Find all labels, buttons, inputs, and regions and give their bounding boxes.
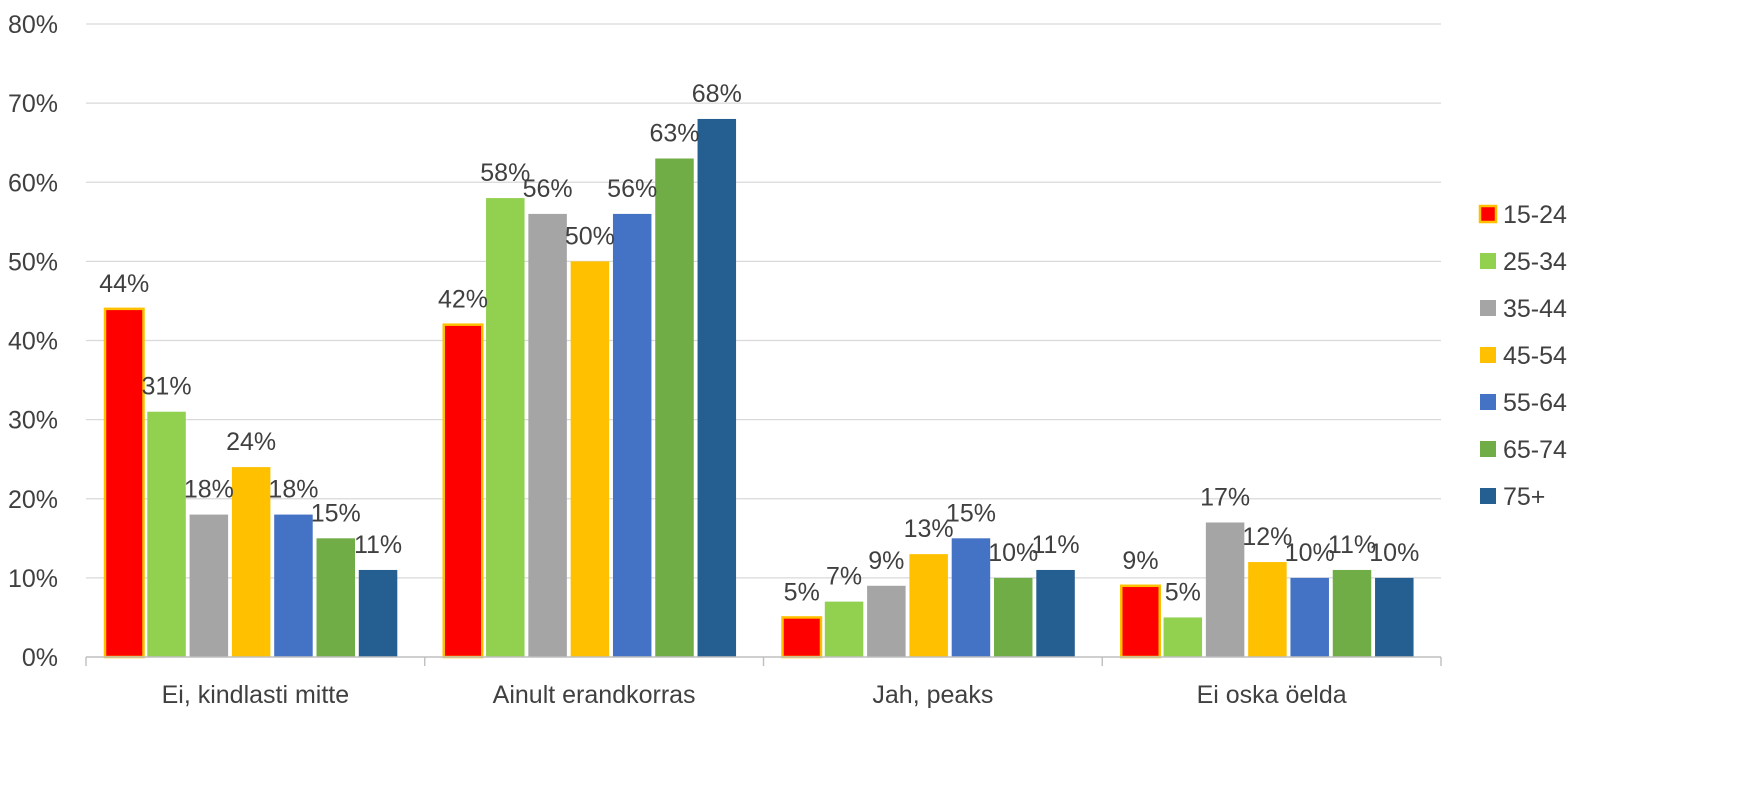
bar-35-44 (867, 585, 906, 657)
legend-swatch (1480, 394, 1496, 410)
legend-label: 15-24 (1503, 201, 1567, 229)
data-label: 15% (946, 499, 996, 527)
data-label: 18% (184, 476, 234, 504)
data-label: 9% (868, 547, 904, 575)
y-tick-label: 0% (22, 644, 58, 672)
data-label: 10% (988, 539, 1038, 567)
y-tick-label: 20% (8, 486, 58, 514)
data-label: 18% (268, 476, 318, 504)
data-label: 42% (438, 286, 488, 314)
legend: 15-24 25-34 35-44 45-54 55-64 65-74 75+ (1478, 201, 1567, 511)
bar-75+ (697, 118, 737, 657)
y-tick-label: 40% (8, 328, 58, 356)
legend-label: 75+ (1503, 483, 1545, 511)
legend-label: 25-34 (1503, 248, 1567, 276)
data-label: 5% (1165, 578, 1201, 606)
data-label: 11% (354, 531, 402, 559)
bar-65-74 (655, 158, 694, 657)
y-tick-label: 50% (8, 248, 58, 276)
legend-swatch (1480, 300, 1496, 316)
bar-35-44 (1205, 522, 1245, 657)
data-label: 68% (692, 80, 742, 108)
legend-swatch (1480, 441, 1496, 457)
x-category-label: Ei oska öelda (1197, 681, 1347, 709)
bar-15-24 (1120, 584, 1161, 659)
data-label: 7% (826, 563, 862, 591)
data-label: 44% (99, 270, 149, 298)
legend-swatch (1480, 488, 1496, 504)
legend-label: 55-64 (1503, 389, 1567, 417)
bar-45-54 (909, 554, 948, 657)
bar-65-74 (994, 577, 1033, 657)
y-tick-label: 10% (8, 565, 58, 593)
bars (103, 118, 1414, 659)
data-label: 13% (904, 515, 954, 543)
bar-45-54 (570, 261, 610, 657)
data-label: 15% (311, 499, 361, 527)
bar-55-64 (612, 213, 652, 657)
data-label: 10% (1285, 539, 1335, 567)
bar-45-54 (1248, 562, 1287, 657)
x-category-label: Ei, kindlasti mitte (162, 681, 350, 709)
data-label: 10% (1369, 539, 1419, 567)
legend-label: 65-74 (1503, 436, 1567, 464)
y-tick-label: 70% (8, 90, 58, 118)
data-label: 17% (1200, 483, 1250, 511)
bar-75+ (1375, 577, 1414, 657)
data-label: 31% (142, 373, 192, 401)
bar-25-34 (1163, 617, 1203, 657)
bar-15-24 (103, 307, 145, 659)
bar-65-74 (316, 538, 355, 657)
legend-label: 45-54 (1503, 342, 1567, 370)
y-tick-label: 30% (8, 407, 58, 435)
bar-55-64 (274, 514, 313, 657)
bar-25-34 (147, 411, 186, 657)
data-label: 58% (480, 159, 530, 187)
bar-15-24 (781, 616, 823, 659)
bar-45-54 (231, 467, 271, 657)
data-label: 24% (226, 428, 276, 456)
y-axis: 0% 10% 20% 30% 40% 50% 60% 70% 80% (8, 11, 58, 672)
bar-35-44 (189, 514, 229, 657)
bar-25-34 (824, 601, 864, 657)
bar-35-44 (528, 213, 567, 657)
data-labels: 44%42%5%9%31%58%7%5%18%56%9%17%24%50%13%… (99, 80, 1419, 606)
data-label: 11% (1328, 531, 1376, 559)
y-tick-label: 80% (8, 11, 58, 39)
data-label: 50% (565, 222, 615, 250)
bar-55-64 (951, 538, 991, 657)
data-label: 63% (649, 120, 699, 148)
x-axis: Ei, kindlasti mitte Ainult erandkorras Jah… (85, 656, 1442, 709)
y-tick-label: 60% (8, 169, 58, 197)
legend-swatch (1478, 204, 1498, 224)
bar-75+ (1036, 569, 1075, 657)
gridlines (86, 23, 1441, 579)
data-label: 9% (1122, 547, 1158, 575)
bar-25-34 (486, 198, 525, 657)
x-category-label: Ainult erandkorras (493, 681, 696, 709)
data-label: 5% (784, 578, 820, 606)
bar-75+ (358, 569, 398, 657)
x-category-label: Jah, peaks (872, 681, 993, 709)
data-label: 56% (607, 175, 657, 203)
legend-swatch (1480, 253, 1496, 269)
legend-swatch (1480, 347, 1496, 363)
data-label: 11% (1031, 531, 1079, 559)
data-label: 12% (1242, 523, 1292, 551)
legend-label: 35-44 (1503, 295, 1567, 323)
bar-65-74 (1332, 569, 1372, 657)
bar-55-64 (1290, 577, 1329, 657)
data-label: 56% (523, 175, 573, 203)
bar-15-24 (442, 323, 484, 659)
